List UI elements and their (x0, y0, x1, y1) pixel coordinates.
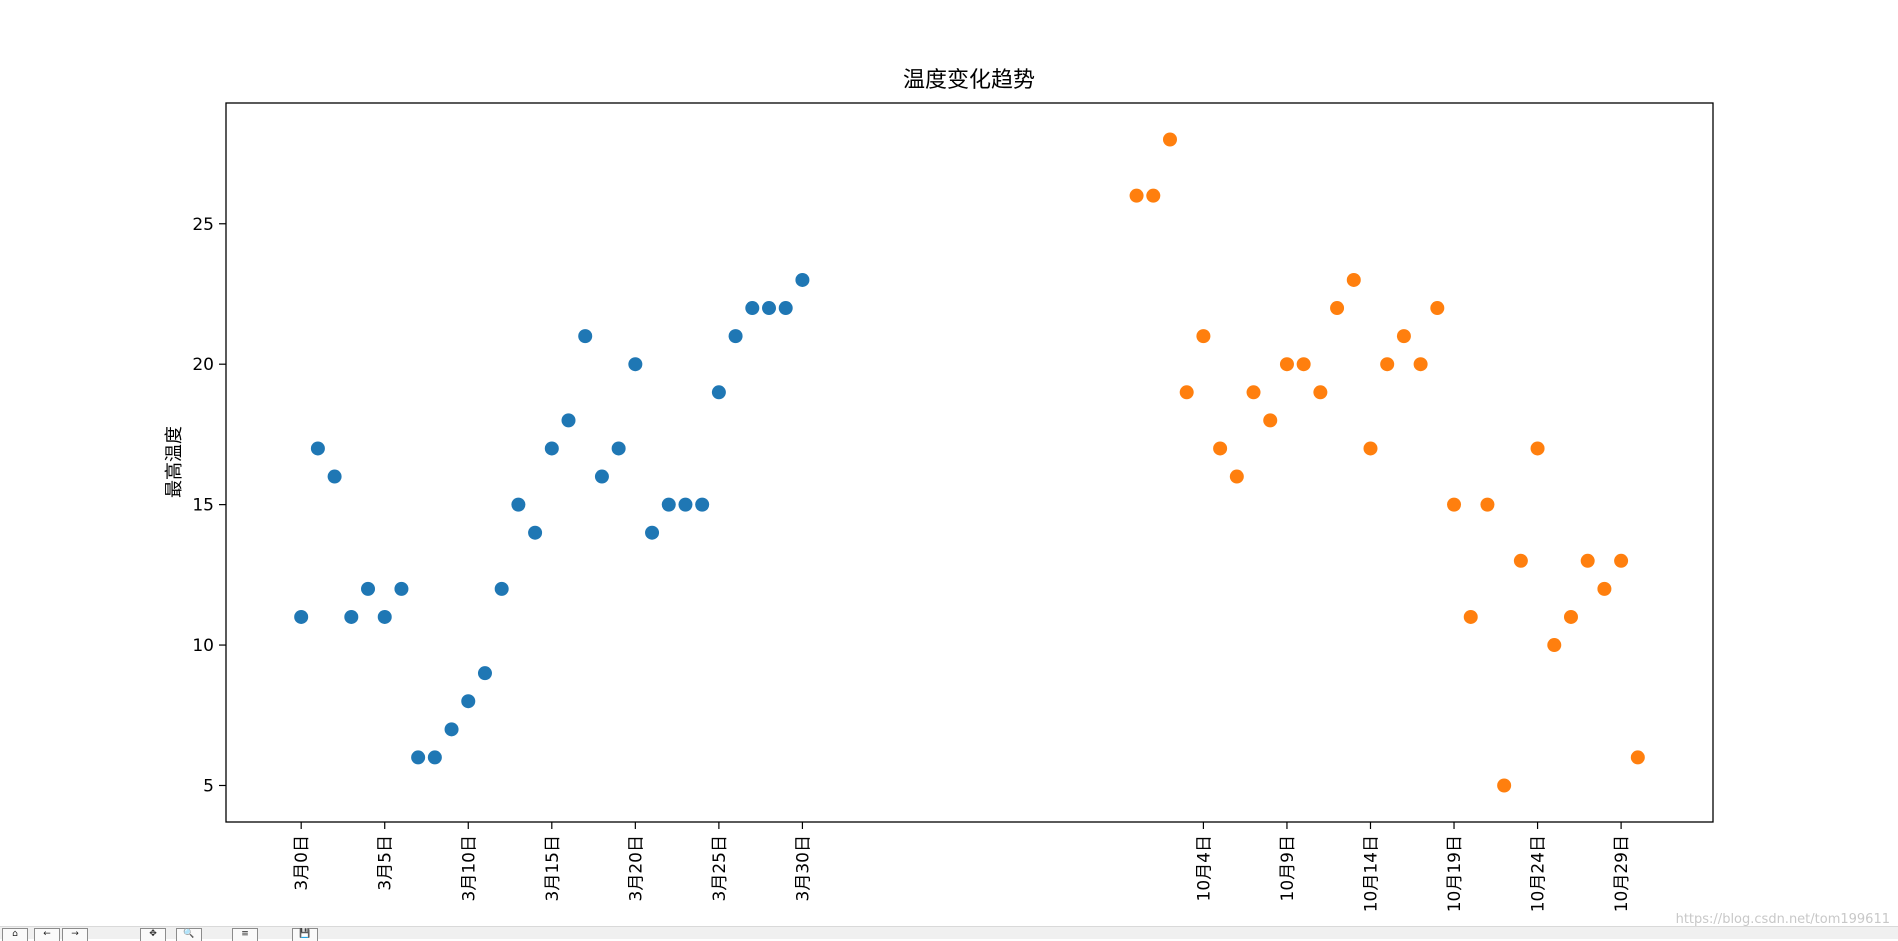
data-point-series-1 (444, 722, 459, 737)
data-point-series-2 (1547, 638, 1562, 653)
data-point-series-2 (1513, 553, 1528, 568)
y-axis-ticks: 5 10 15 20 25 (192, 215, 226, 796)
data-point-series-1 (645, 525, 660, 540)
data-point-series-1 (377, 609, 392, 624)
x-tick-label: 3月5日 (376, 835, 396, 891)
data-point-series-1 (511, 497, 526, 512)
x-tick-label: 10月24日 (1529, 835, 1549, 912)
data-point-series-1 (728, 329, 743, 344)
data-point-series-1 (427, 750, 442, 765)
figure-toolbar: ⌂ ← → ✥ 🔍 ≡ 💾 (0, 926, 1898, 941)
x-axis-ticks: 3月0日 3月5日 3月10日 3月15日 3月20日 3月25日 3月30日 10月4日 10… (292, 822, 1632, 912)
toolbar-button[interactable]: 🔍 (176, 928, 202, 941)
data-point-series-2 (1246, 385, 1261, 400)
data-point-series-1 (361, 581, 376, 596)
x-tick-label: 10月14日 (1361, 835, 1381, 912)
data-point-series-1 (778, 301, 793, 316)
x-tick-label: 3月0日 (292, 835, 312, 891)
data-point-series-1 (578, 329, 593, 344)
data-point-series-2 (1330, 301, 1345, 316)
x-tick-label: 3月30日 (793, 835, 813, 901)
data-point-series-2 (1229, 469, 1244, 484)
data-point-series-2 (1480, 497, 1495, 512)
data-point-series-2 (1196, 329, 1211, 344)
plot-frame (225, 102, 1714, 823)
toolbar-button[interactable]: ⌂ (2, 928, 28, 941)
y-tick-label: 5 (203, 776, 214, 796)
toolbar-button[interactable]: ≡ (232, 928, 258, 941)
data-point-series-1 (310, 441, 325, 456)
y-tick-label: 10 (192, 636, 214, 656)
x-tick-label: 3月15日 (543, 835, 563, 901)
data-point-series-2 (1363, 441, 1378, 456)
data-point-series-2 (1179, 385, 1194, 400)
data-point-series-1 (394, 581, 409, 596)
data-point-series-1 (494, 581, 509, 596)
toolbar-button[interactable]: 💾 (292, 928, 318, 941)
data-point-series-2 (1346, 272, 1361, 287)
x-tick-label: 10月19日 (1445, 835, 1465, 912)
data-point-series-1 (661, 497, 676, 512)
data-point-series-2 (1630, 750, 1645, 765)
data-point-series-2 (1597, 581, 1612, 596)
x-tick-label: 3月25日 (710, 835, 730, 901)
data-point-series-2 (1413, 357, 1428, 372)
data-point-series-1 (628, 357, 643, 372)
data-point-series-2 (1580, 553, 1595, 568)
y-tick-label: 25 (192, 215, 214, 235)
data-point-series-2 (1463, 609, 1478, 624)
data-point-series-1 (611, 441, 626, 456)
data-point-series-2 (1313, 385, 1328, 400)
data-point-series-1 (544, 441, 559, 456)
data-point-series-2 (1213, 441, 1228, 456)
x-tick-label: 3月20日 (626, 835, 646, 901)
toolbar-button[interactable]: ← (34, 928, 60, 941)
data-point-series-2 (1279, 357, 1294, 372)
x-tick-label: 3月10日 (459, 835, 479, 901)
data-point-series-1 (695, 497, 710, 512)
y-axis-label: 最高温度 (164, 426, 185, 498)
data-point-series-1 (477, 666, 492, 681)
y-tick-label: 20 (192, 355, 214, 375)
data-point-series-1 (762, 301, 777, 316)
data-point-series-1 (795, 272, 810, 287)
data-point-series-1 (411, 750, 426, 765)
data-point-series-1 (594, 469, 609, 484)
data-point-series-2 (1263, 413, 1278, 428)
data-point-series-2 (1380, 357, 1395, 372)
y-tick-label: 15 (192, 496, 214, 516)
data-point-series-2 (1146, 188, 1161, 203)
data-point-series-2 (1296, 357, 1311, 372)
toolbar-button[interactable]: ✥ (140, 928, 166, 941)
chart-title: 温度变化趋势 (903, 68, 1035, 93)
data-points (294, 132, 1645, 793)
data-point-series-1 (561, 413, 576, 428)
data-point-series-1 (327, 469, 342, 484)
data-point-series-1 (678, 497, 693, 512)
data-point-series-2 (1497, 778, 1512, 793)
toolbar-button[interactable]: → (62, 928, 88, 941)
x-tick-label: 10月29日 (1612, 835, 1632, 912)
data-point-series-2 (1530, 441, 1545, 456)
data-point-series-2 (1447, 497, 1462, 512)
data-point-series-2 (1430, 301, 1445, 316)
data-point-series-2 (1614, 553, 1629, 568)
data-point-series-1 (461, 694, 476, 709)
watermark-text: https://blog.csdn.net/tom199611 (1675, 912, 1890, 927)
data-point-series-2 (1162, 132, 1177, 147)
data-point-series-2 (1396, 329, 1411, 344)
data-point-series-1 (711, 385, 726, 400)
data-point-series-1 (745, 301, 760, 316)
x-tick-label: 10月4日 (1194, 835, 1214, 901)
data-point-series-2 (1563, 609, 1578, 624)
data-point-series-1 (528, 525, 543, 540)
data-point-series-1 (294, 609, 309, 624)
data-point-series-2 (1129, 188, 1144, 203)
data-point-series-1 (344, 609, 359, 624)
x-tick-label: 10月9日 (1278, 835, 1298, 901)
